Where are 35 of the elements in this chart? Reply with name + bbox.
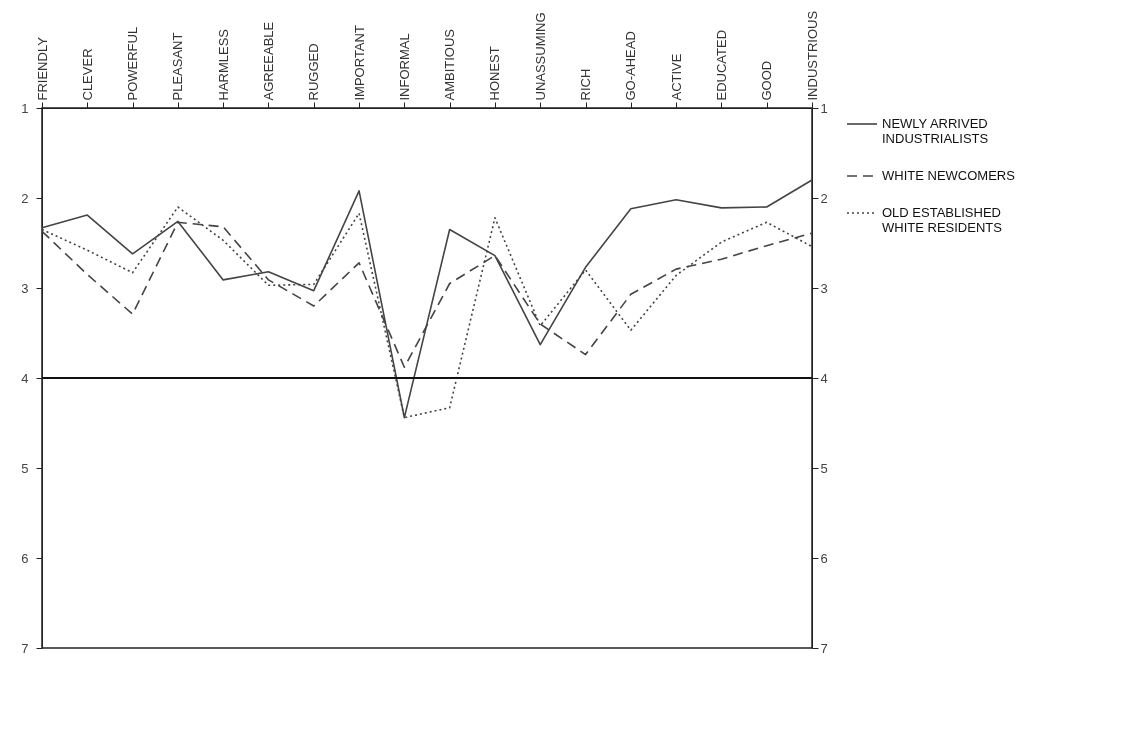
x-tick-label: HONEST <box>487 46 503 101</box>
x-tick-label: HARMLESS <box>215 28 231 101</box>
legend-label: NEWLY ARRIVED INDUSTRIALISTS <box>882 116 989 146</box>
y2-tick-label: 2 <box>820 190 828 206</box>
y-tick-label: 2 <box>21 190 29 206</box>
x-tick-label: GO-AHEAD <box>623 31 639 101</box>
x-tick-label: POWERFUL <box>125 26 141 101</box>
y2-tick-label: 1 <box>820 100 828 116</box>
y2-tick-label: 6 <box>820 550 828 566</box>
x-tick-label: UNASSUMING <box>532 12 548 101</box>
y-tick-label: 3 <box>21 280 29 296</box>
x-tick-label: EDUCATED <box>713 29 729 101</box>
y-tick-label: 5 <box>21 460 29 476</box>
y-tick-label: 1 <box>21 100 29 116</box>
x-tick-label: AMBITIOUS <box>442 28 458 101</box>
legend-label: OLD ESTABLISHED WHITE RESIDENTS <box>882 205 1003 235</box>
x-tick-label: PLEASANT <box>170 32 186 101</box>
x-tick-label: ACTIVE <box>668 53 684 101</box>
x-tick-label: RUGGED <box>306 43 322 101</box>
y-tick-label: 7 <box>21 640 29 656</box>
y2-tick-label: 4 <box>820 370 828 386</box>
x-tick-label: RICH <box>578 68 594 101</box>
x-tick-label: INDUSTRIOUS <box>804 10 820 101</box>
x-tick-label: FRIENDLY <box>34 36 50 101</box>
y-tick-label: 4 <box>21 370 29 386</box>
y-tick-label: 6 <box>21 550 29 566</box>
x-tick-label: INFORMAL <box>396 33 412 101</box>
y2-tick-label: 5 <box>820 460 828 476</box>
legend-label: WHITE NEWCOMERS <box>882 168 1016 183</box>
x-tick-label: GOOD <box>759 60 775 101</box>
y2-tick-label: 3 <box>820 280 828 296</box>
x-tick-label: IMPORTANT <box>351 25 367 101</box>
y2-tick-label: 7 <box>820 640 828 656</box>
x-tick-label: CLEVER <box>79 48 95 101</box>
x-tick-label: AGREEABLE <box>260 21 276 101</box>
